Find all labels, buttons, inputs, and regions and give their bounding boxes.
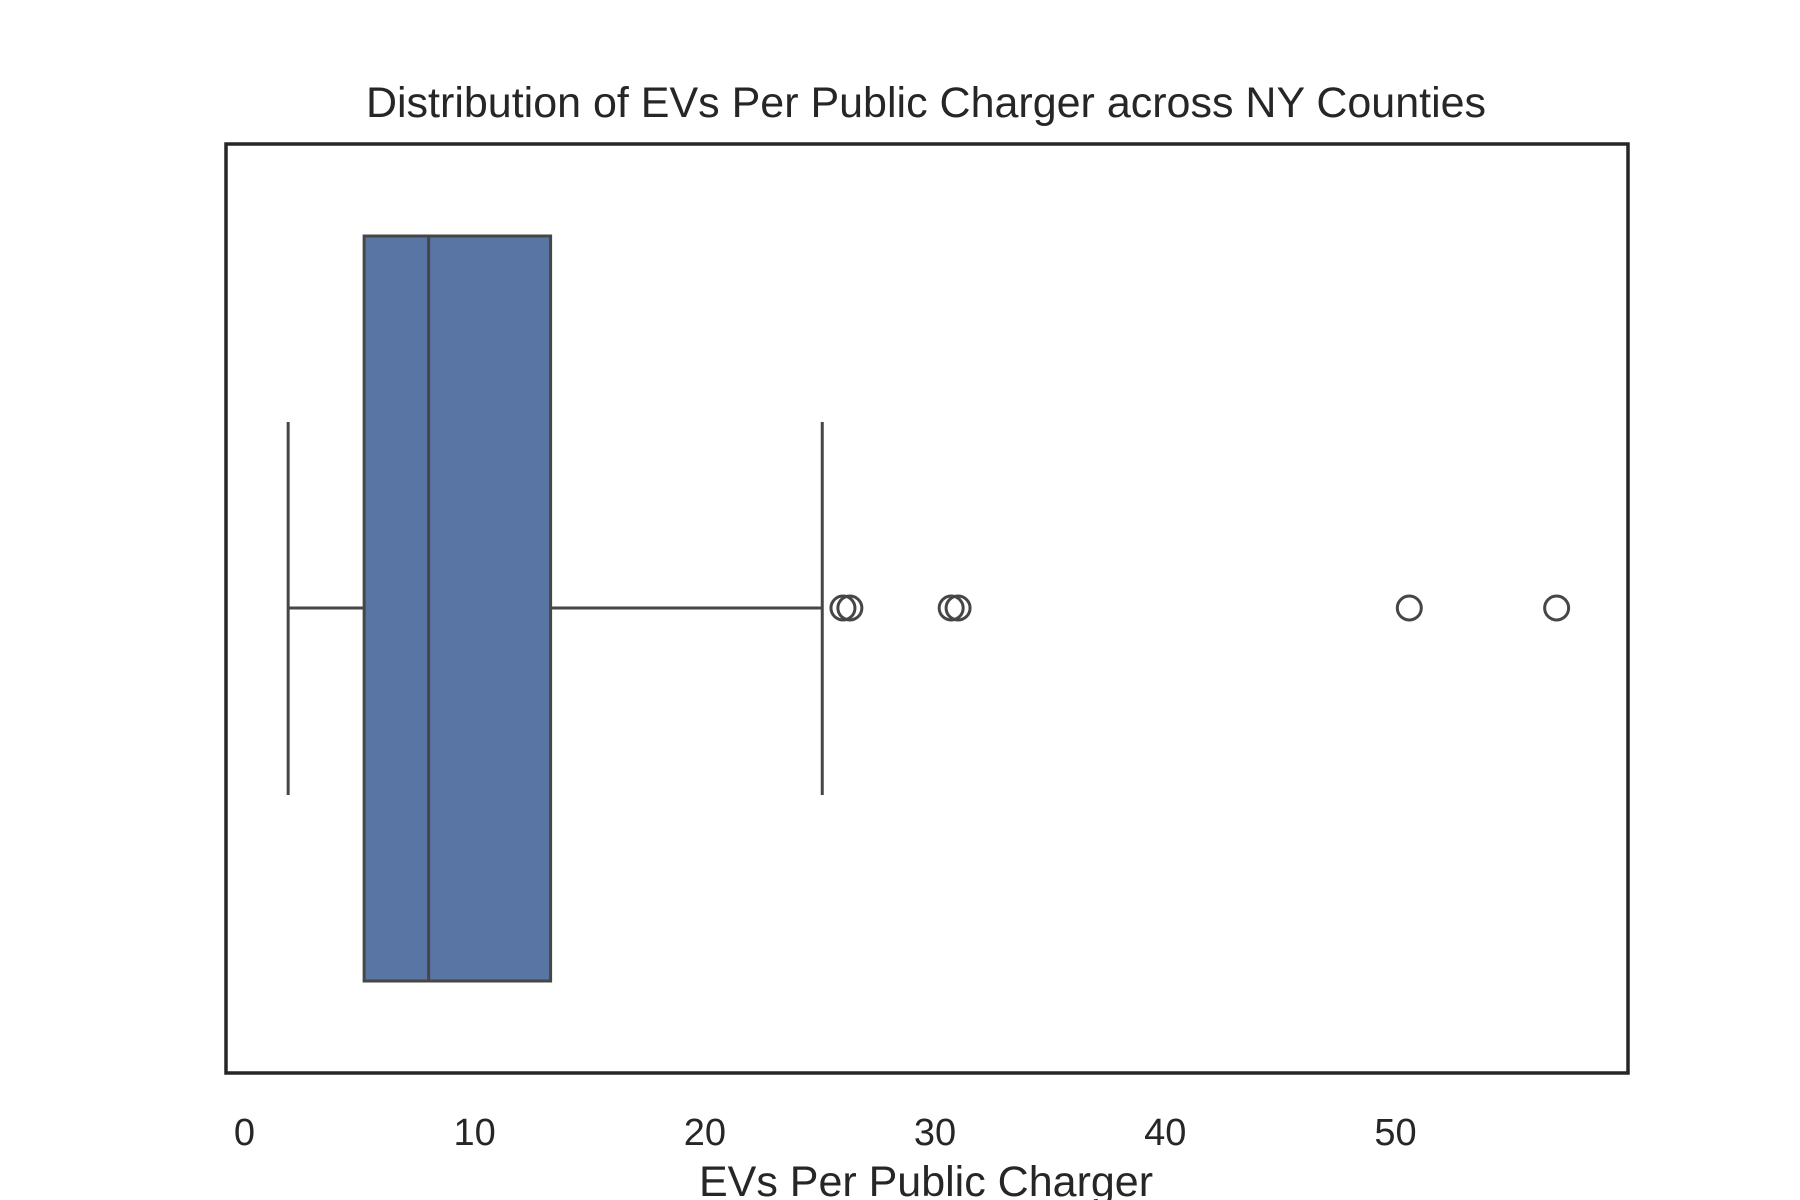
outlier-point (1395, 594, 1423, 622)
outlier-point (937, 594, 965, 622)
x-tick-label: 50 (1374, 1112, 1416, 1154)
x-axis-label: EVs Per Public Charger (699, 1158, 1153, 1200)
x-tick-label: 20 (684, 1112, 726, 1154)
x-tick-label: 0 (234, 1112, 255, 1154)
plot-frame (224, 142, 1630, 1075)
outlier-point (829, 594, 857, 622)
x-axis-ticks: 0 10 20 30 40 50 (234, 1112, 1417, 1154)
outlier-point (944, 594, 972, 622)
x-tick-label: 30 (914, 1112, 956, 1154)
outlier-point (1543, 594, 1571, 622)
iqr-box (362, 234, 553, 983)
x-tick-label: 10 (453, 1112, 495, 1154)
plot-area (286, 234, 1571, 983)
chart-title: Distribution of EVs Per Public Charger a… (366, 79, 1486, 127)
x-tick-label: 40 (1144, 1112, 1186, 1154)
outlier-point (836, 594, 864, 622)
